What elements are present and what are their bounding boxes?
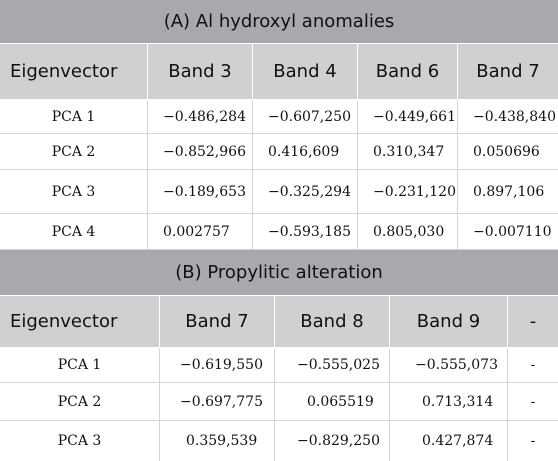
table-a-row-2-band-4: 0.416,609 xyxy=(253,134,358,170)
table-a-row-4-band-7: −0.007110 xyxy=(458,214,558,250)
table-a-header-band-4: Band 4 xyxy=(253,44,358,100)
table-b-row-3-band-9: 0.427,874 xyxy=(390,421,508,461)
table-a-row-1-band-4: −0.607,250 xyxy=(253,100,358,134)
table-b-header-band-9: Band 9 xyxy=(390,296,508,348)
table-a-row-2-band-3: −0.852,966 xyxy=(148,134,253,170)
table-b-row-3-band-8: −0.829,250 xyxy=(275,421,390,461)
table-b-row-1-band-7: −0.619,550 xyxy=(160,348,275,383)
table-b-header-eigenvector: Eigenvector xyxy=(0,296,160,348)
table-b-row-1-label: PCA 1 xyxy=(0,348,160,383)
table-a-row-2-band-7: 0.050696 xyxy=(458,134,558,170)
table-a-row-4-label: PCA 4 xyxy=(0,214,148,250)
table-b-header-band-8: Band 8 xyxy=(275,296,390,348)
table-a-row-1-band-7: −0.438,840 xyxy=(458,100,558,134)
table-b-header-dash: - xyxy=(508,296,558,348)
table-b-row-3-band-7: 0.359,539 xyxy=(160,421,275,461)
table-a-row-4-band-3: 0.002757 xyxy=(148,214,253,250)
table-a-row-4-band-6: 0.805,030 xyxy=(358,214,458,250)
table-b-header-band-7: Band 7 xyxy=(160,296,275,348)
table-b-row-1-dash: - xyxy=(508,348,558,383)
table-a-row-2-band-6: 0.310,347 xyxy=(358,134,458,170)
table-a-row-3-label: PCA 3 xyxy=(0,170,148,214)
table-b-row-1-band-8: −0.555,025 xyxy=(275,348,390,383)
table-b-row-2-band-9: 0.713,314 xyxy=(390,383,508,421)
table-a-title: (A) Al hydroxyl anomalies xyxy=(0,0,558,44)
table-b-title: (B) Propylitic alteration xyxy=(0,250,558,296)
table-a-header-band-7: Band 7 xyxy=(458,44,558,100)
table-a-row-1-band-6: −0.449,661 xyxy=(358,100,458,134)
table-b-row-3-label: PCA 3 xyxy=(0,421,160,461)
table-b-row-2-label: PCA 2 xyxy=(0,383,160,421)
table-b-row-2-band-7: −0.697,775 xyxy=(160,383,275,421)
table-a-header-band-6: Band 6 xyxy=(358,44,458,100)
table-a-row-3-band-4: −0.325,294 xyxy=(253,170,358,214)
table-a-header-band-3: Band 3 xyxy=(148,44,253,100)
table-a-header-eigenvector: Eigenvector xyxy=(0,44,148,100)
table-a-row-2-label: PCA 2 xyxy=(0,134,148,170)
table-b-row-2-dash: - xyxy=(508,383,558,421)
table-a-row-1-band-3: −0.486,284 xyxy=(148,100,253,134)
table-b-row-3-dash: - xyxy=(508,421,558,461)
table-a-row-3-band-6: −0.231,120 xyxy=(358,170,458,214)
table-a-row-4-band-4: −0.593,185 xyxy=(253,214,358,250)
table-a-row-3-band-7: 0.897,106 xyxy=(458,170,558,214)
table-b-row-2-band-8: 0.065519 xyxy=(275,383,390,421)
table-a-row-1-label: PCA 1 xyxy=(0,100,148,134)
table-a-row-3-band-3: −0.189,653 xyxy=(148,170,253,214)
table-b-row-1-band-9: −0.555,073 xyxy=(390,348,508,383)
